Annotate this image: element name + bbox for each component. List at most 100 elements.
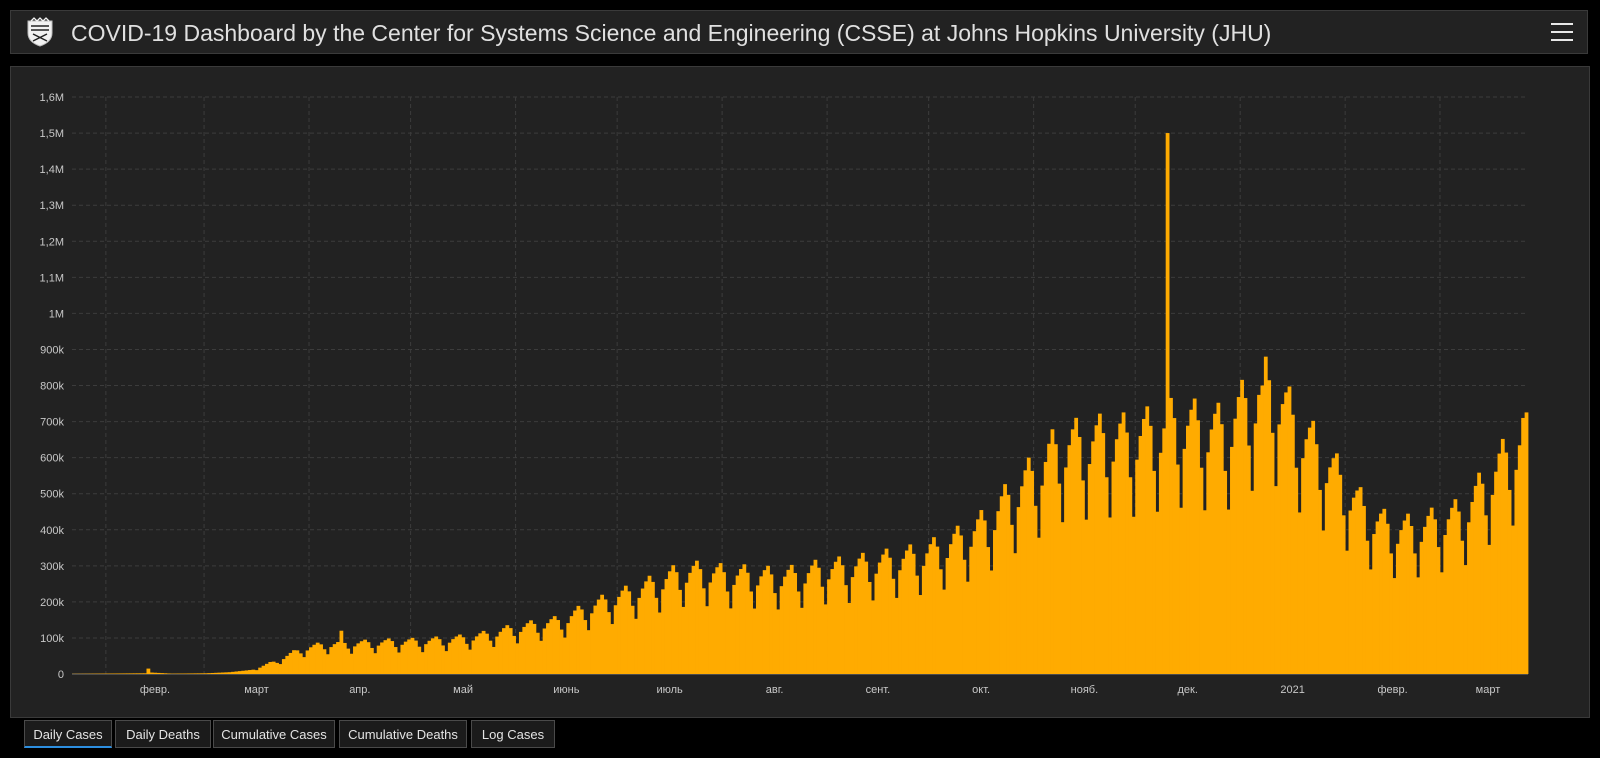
tab-daily-cases[interactable]: Daily Cases	[24, 720, 112, 748]
daily-cases-bar	[424, 644, 428, 674]
daily-cases-bar	[701, 588, 706, 674]
daily-cases-bar	[451, 639, 456, 674]
daily-cases-bar	[796, 591, 801, 674]
daily-cases-bar	[1192, 398, 1197, 674]
x-tick-label: февр.	[1377, 684, 1407, 696]
daily-cases-bar	[1406, 513, 1410, 674]
daily-cases-bar	[772, 593, 777, 674]
x-tick-label: апр.	[349, 684, 370, 696]
daily-cases-bar	[928, 544, 933, 674]
daily-cases-bar	[464, 643, 469, 674]
tab-daily-deaths[interactable]: Daily Deaths	[115, 720, 211, 748]
daily-cases-bar	[146, 668, 151, 674]
daily-cases-bar	[942, 589, 946, 674]
daily-cases-bar	[1121, 412, 1126, 674]
daily-cases-bar	[197, 673, 202, 674]
daily-cases-bar	[515, 643, 520, 674]
daily-cases-bar	[1307, 427, 1312, 674]
daily-cases-bar	[474, 636, 479, 674]
daily-cases-bar	[207, 673, 212, 674]
daily-cases-bar	[1433, 519, 1437, 674]
daily-cases-bar	[1287, 386, 1292, 674]
daily-cases-bar	[1125, 432, 1129, 674]
daily-cases-bar	[996, 511, 1001, 674]
daily-cases-bar	[1467, 522, 1471, 674]
daily-cases-bar	[1179, 507, 1184, 674]
daily-cases-bar	[407, 639, 412, 674]
daily-cases-bar	[1108, 517, 1112, 674]
daily-cases-bar	[518, 631, 523, 674]
tab-cumulative-cases[interactable]: Cumulative Cases	[213, 720, 335, 748]
daily-cases-bar	[871, 600, 875, 674]
daily-cases-bar	[766, 565, 770, 674]
daily-cases-bar	[1223, 470, 1228, 674]
daily-cases-bar	[193, 673, 198, 674]
daily-cases-bar	[728, 608, 733, 674]
daily-cases-bar	[1213, 413, 1217, 674]
daily-cases-bar	[698, 569, 703, 674]
tab-log-cases[interactable]: Log Cases	[471, 720, 555, 748]
daily-cases-bar	[1301, 458, 1305, 674]
y-tick-label: 1,4M	[40, 164, 64, 176]
daily-cases-bar	[617, 596, 621, 674]
daily-cases-bar	[620, 590, 625, 674]
daily-cases-bar	[302, 657, 307, 674]
daily-cases-bar	[258, 667, 263, 674]
daily-cases-bar	[1053, 444, 1058, 674]
tab-cumulative-deaths[interactable]: Cumulative Deaths	[339, 720, 467, 748]
daily-cases-bar	[339, 630, 344, 674]
daily-cases-bar	[281, 659, 286, 674]
y-tick-label: 700k	[40, 417, 64, 429]
daily-cases-bar	[241, 670, 246, 674]
daily-cases-bar	[248, 670, 252, 674]
daily-cases-bar	[1057, 483, 1062, 674]
daily-cases-bar	[1328, 467, 1333, 674]
daily-cases-bar	[637, 597, 642, 674]
daily-cases-bar	[427, 640, 432, 674]
daily-cases-bar	[366, 642, 371, 674]
daily-cases-bar	[166, 673, 171, 674]
daily-cases-bar	[1331, 458, 1336, 674]
daily-cases-bar	[1152, 470, 1156, 674]
daily-cases-bar	[786, 569, 791, 674]
daily-cases-bar	[1392, 578, 1397, 674]
daily-cases-bar	[979, 510, 984, 674]
daily-cases-bar	[1324, 483, 1329, 674]
daily-cases-bar	[1470, 501, 1475, 674]
daily-cases-bar	[491, 646, 496, 674]
x-tick-label: 2021	[1280, 684, 1304, 696]
hamburger-menu-icon[interactable]	[1551, 23, 1573, 41]
x-tick-label: март	[1476, 684, 1501, 696]
daily-cases-bar	[935, 546, 940, 674]
daily-cases-bar	[938, 569, 943, 674]
daily-cases-bar	[278, 664, 283, 674]
daily-cases-bar	[559, 629, 564, 674]
daily-cases-bar	[657, 612, 662, 674]
daily-cases-bar	[231, 671, 235, 674]
x-tick-label: март	[244, 684, 269, 696]
daily-cases-bar	[1175, 464, 1180, 674]
daily-cases-bar	[1294, 467, 1299, 674]
daily-cases-bar	[136, 673, 141, 674]
daily-cases-bar	[329, 647, 334, 674]
daily-cases-bar	[204, 673, 208, 674]
daily-cases-bar	[149, 672, 154, 674]
daily-cases-bar	[342, 642, 347, 674]
daily-cases-bar	[1026, 457, 1031, 674]
daily-cases-bar	[742, 564, 747, 674]
daily-cases-bar	[1446, 519, 1451, 674]
daily-cases-bar	[546, 623, 550, 674]
daily-cases-bar	[874, 573, 879, 674]
daily-cases-bar	[1003, 484, 1007, 674]
daily-cases-bar	[319, 644, 323, 674]
daily-cases-bar	[1419, 541, 1424, 674]
daily-cases-bar	[1199, 467, 1204, 674]
daily-cases-bar	[525, 623, 530, 674]
daily-cases-bar	[1128, 477, 1133, 674]
daily-cases-bar	[1050, 429, 1055, 674]
daily-cases-bar	[1253, 423, 1258, 674]
daily-cases-bar	[576, 605, 581, 674]
daily-cases-bar	[661, 589, 665, 674]
daily-cases-bar	[227, 672, 232, 674]
daily-cases-bar	[674, 572, 679, 674]
